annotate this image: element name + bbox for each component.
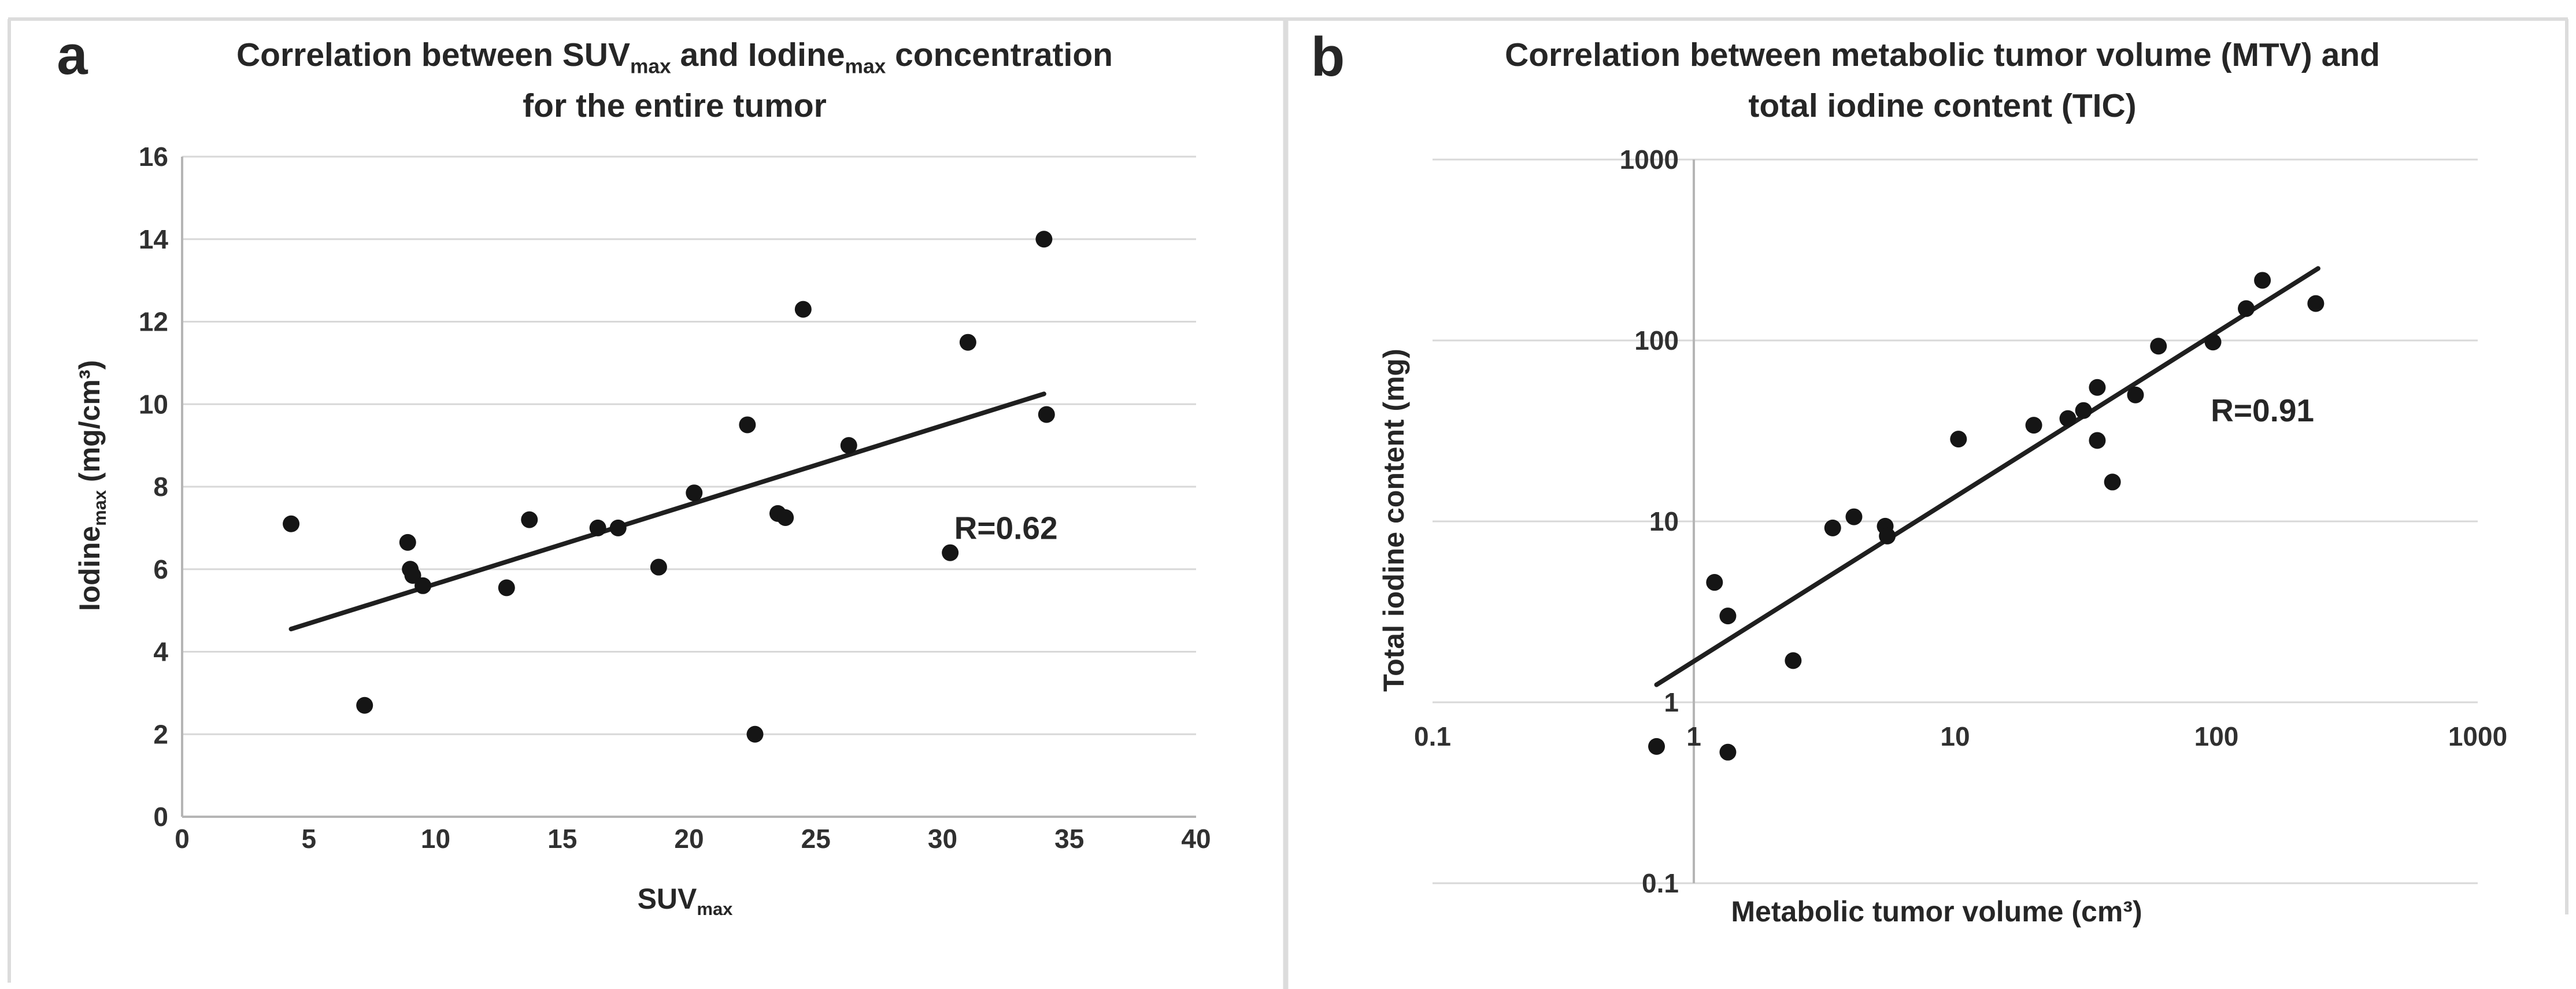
data-point — [1785, 652, 1802, 669]
y-tick-label: 1000 — [1620, 145, 1679, 175]
data-point — [1950, 431, 1967, 448]
data-point — [1845, 508, 1863, 525]
y-tick-label: 16 — [139, 142, 168, 172]
r-value-label: R=0.62 — [954, 510, 1058, 546]
y-axis-title: Iodinemax (mg/cm³) — [73, 360, 110, 611]
x-tick-label: 100 — [2194, 721, 2239, 751]
y-tick-label: 0.1 — [1642, 868, 1679, 898]
data-point — [498, 579, 515, 597]
data-point — [2059, 410, 2077, 427]
panel-a: a 0 2 4 6 8 10 12 14 16 0 5 10 15 20 25 30 35 40 R=0.62 Cor… — [57, 24, 1211, 919]
data-point — [746, 725, 764, 743]
y-tick-label: 6 — [153, 554, 168, 584]
r-value-label: R=0.91 — [2211, 392, 2314, 428]
data-point — [2307, 295, 2325, 312]
x-tick-label: 10 — [1940, 721, 1970, 751]
y-tick-label: 14 — [139, 224, 169, 254]
chart-title-line-1: Correlation between SUVmax and Iodinemax… — [236, 36, 1113, 78]
y-tick-label: 10 — [139, 389, 168, 419]
chart-title-line-1: Correlation between metabolic tumor volu… — [1505, 36, 2380, 73]
data-point — [794, 301, 812, 318]
data-point — [1648, 738, 1665, 755]
data-point — [1706, 574, 1723, 591]
x-tick-label: 35 — [1054, 824, 1084, 854]
chart-mtv-vs-tic: 0.1 1 10 100 1000 0.1 1 10 100 1000 R=0.91 Correlat… — [1378, 36, 2507, 928]
data-point — [399, 534, 416, 551]
data-point — [404, 566, 421, 584]
y-tick-label: 1 — [1664, 687, 1679, 717]
y-tick-label: 0 — [153, 802, 168, 832]
panel-a-letter: a — [57, 24, 88, 86]
data-point — [2204, 334, 2222, 351]
figure-frame — [8, 17, 2568, 989]
x-tick-label: 15 — [547, 824, 577, 854]
data-point — [739, 416, 756, 434]
x-tick-label: 1000 — [2448, 721, 2507, 751]
trendline — [288, 391, 1046, 632]
x-tick-label: 40 — [1181, 824, 1211, 854]
data-point — [2075, 402, 2092, 419]
y-tick-label: 8 — [153, 472, 168, 502]
data-point — [521, 511, 538, 528]
panel-b: b 0.1 1 10 100 1000 0.1 1 10 100 1000 R=0.91 Correl… — [1311, 26, 2507, 928]
y-tick-label: 4 — [153, 637, 168, 667]
data-point — [1719, 743, 1737, 761]
data-point — [2127, 386, 2144, 403]
x-tick-label: 1 — [1686, 721, 1701, 751]
y-tick-label: 2 — [153, 719, 168, 749]
data-point — [1879, 527, 1896, 544]
panel-b-letter: b — [1311, 26, 1345, 88]
data-point — [356, 697, 373, 714]
data-point — [650, 558, 667, 576]
data-point — [1824, 519, 1841, 536]
data-point — [1035, 231, 1053, 248]
data-point — [2025, 417, 2042, 434]
data-point — [589, 519, 606, 536]
data-point — [1038, 406, 1055, 423]
data-point — [942, 544, 959, 561]
x-axis-title: SUVmax — [638, 883, 734, 919]
data-point — [609, 519, 627, 536]
y-tick-label: 12 — [139, 307, 168, 337]
data-point — [959, 334, 976, 351]
x-tick-label: 20 — [674, 824, 704, 854]
data-point — [2104, 473, 2121, 491]
y-tick-label: 100 — [1634, 325, 1679, 355]
trendline — [1654, 266, 2320, 687]
data-point — [840, 437, 857, 454]
x-axis-title: Metabolic tumor volume (cm³) — [1731, 895, 2142, 928]
x-tick-label: 5 — [301, 824, 316, 854]
x-tick-label: 10 — [421, 824, 450, 854]
chart-title-line-2: total iodine content (TIC) — [1748, 87, 2136, 124]
data-point — [2089, 379, 2106, 396]
data-point — [2238, 300, 2255, 317]
chart-suv-vs-iodine: 0 2 4 6 8 10 12 14 16 0 5 10 15 20 25 30 35 40 R=0.62 Corre… — [73, 36, 1211, 919]
data-point — [2254, 272, 2271, 289]
y-axis-title: Total iodine content (mg) — [1378, 349, 1410, 691]
data-point — [1719, 608, 1737, 625]
data-point — [777, 509, 794, 527]
y-tick-label: 10 — [1649, 506, 1679, 536]
x-tick-label: 0 — [175, 824, 190, 854]
data-point — [686, 484, 703, 502]
data-point — [2089, 432, 2106, 449]
data-point — [283, 515, 300, 532]
x-tick-label: 0.1 — [1414, 721, 1451, 751]
chart-title-line-2: for the entire tumor — [523, 87, 827, 124]
data-point — [414, 577, 432, 594]
x-tick-label: 30 — [928, 824, 957, 854]
data-point — [2150, 338, 2167, 355]
x-tick-label: 25 — [801, 824, 831, 854]
